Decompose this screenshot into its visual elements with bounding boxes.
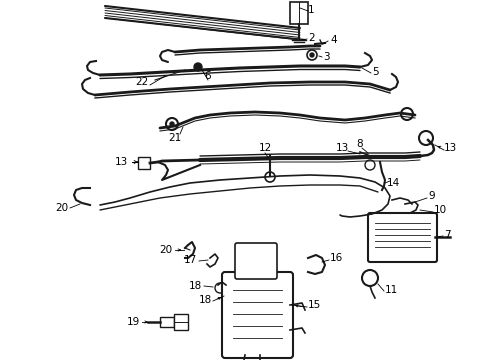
Bar	[174, 314, 188, 330]
Circle shape	[310, 53, 314, 57]
Text: 15: 15	[308, 300, 321, 310]
Text: 2: 2	[308, 33, 315, 43]
Text: 11: 11	[385, 285, 398, 295]
Text: 20: 20	[55, 203, 68, 213]
Text: 18: 18	[199, 295, 212, 305]
Text: 8: 8	[357, 139, 363, 149]
Bar	[290, 2, 308, 24]
Text: 3: 3	[323, 52, 330, 62]
Text: 12: 12	[258, 143, 271, 153]
Circle shape	[170, 122, 174, 126]
Text: 13: 13	[335, 143, 348, 153]
Text: 7: 7	[444, 230, 451, 240]
Text: 21: 21	[169, 133, 182, 143]
Text: 19: 19	[127, 317, 140, 327]
Text: 4: 4	[330, 35, 337, 45]
Text: 10: 10	[434, 205, 447, 215]
Text: 22: 22	[135, 77, 148, 87]
Text: 9: 9	[428, 191, 435, 201]
Text: 13: 13	[444, 143, 457, 153]
Text: 17: 17	[184, 255, 197, 265]
Text: 5: 5	[372, 67, 379, 77]
Text: 16: 16	[330, 253, 343, 263]
FancyBboxPatch shape	[222, 272, 293, 358]
Text: 6: 6	[205, 71, 211, 81]
Text: 13: 13	[115, 157, 128, 167]
Circle shape	[194, 63, 202, 71]
Text: 1: 1	[308, 5, 315, 15]
Text: 18: 18	[189, 281, 202, 291]
Text: 14: 14	[387, 178, 400, 188]
Text: 20: 20	[159, 245, 172, 255]
FancyBboxPatch shape	[368, 213, 437, 262]
Bar	[138, 157, 150, 169]
FancyBboxPatch shape	[235, 243, 277, 279]
Bar	[160, 317, 174, 327]
